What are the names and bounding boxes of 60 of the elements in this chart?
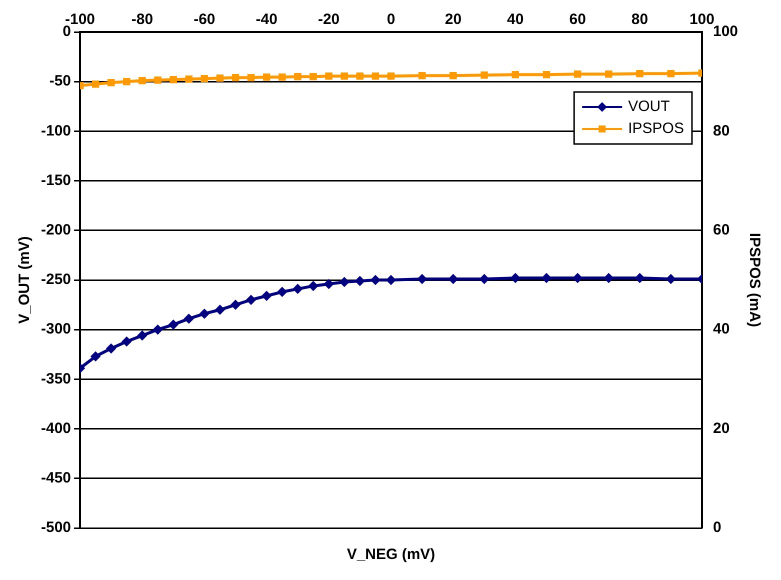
point: [293, 284, 302, 294]
y-tick-label: -350: [40, 370, 72, 388]
point: [573, 274, 582, 283]
point: [278, 287, 287, 296]
x-tick-label: -40: [256, 11, 278, 28]
y-tick-label: -500: [40, 519, 72, 536]
point: [418, 274, 427, 284]
point: [480, 274, 489, 284]
y-axis-title: V_OUT (mV): [16, 236, 34, 324]
x-tick-label: 100: [689, 11, 714, 28]
point: [200, 309, 209, 318]
legend-label: VOUT: [628, 98, 670, 116]
y-tick-label: -300: [40, 320, 72, 338]
point: [262, 291, 272, 300]
y-tick-label: -400: [40, 420, 72, 437]
point: [604, 274, 614, 283]
y-tick-label: -200: [40, 222, 72, 239]
x-tick-label: 0: [386, 11, 396, 28]
y2-tick-label: 0: [712, 519, 722, 536]
point: [448, 274, 458, 284]
point: [510, 274, 520, 283]
y2-tick-label: 60: [712, 222, 730, 239]
point: [324, 279, 334, 288]
point: [386, 276, 396, 284]
point: [122, 337, 132, 346]
point: [340, 277, 349, 286]
x-axis-title: V_NEG (mV): [346, 546, 436, 564]
point: [215, 305, 224, 314]
x-tick-label: -20: [318, 11, 340, 28]
y2-tick-label: 80: [712, 122, 730, 140]
y-tick-label: -450: [40, 470, 72, 487]
point: [168, 320, 178, 330]
y-tick-label: -250: [40, 271, 72, 288]
x-tick-label: 80: [631, 11, 648, 28]
y2-axis-title: IPSPOS (mA): [746, 232, 763, 328]
y2-tick-label: 20: [712, 420, 730, 437]
x-tick-label: 20: [444, 11, 462, 28]
point: [355, 276, 364, 286]
point: [106, 344, 116, 353]
y2-tick-label: 100: [712, 23, 738, 40]
x-tick-label: 60: [569, 11, 586, 28]
point: [153, 325, 162, 334]
point: [231, 300, 240, 310]
point: [184, 314, 194, 324]
point: [308, 281, 318, 290]
y-tick-label: -50: [49, 72, 72, 90]
point: [246, 295, 256, 304]
y-tick-label: -100: [40, 122, 72, 140]
x-tick-label: -60: [194, 11, 216, 28]
point: [138, 331, 147, 340]
y-tick-label: -150: [40, 172, 72, 189]
point: [91, 352, 100, 361]
x-tick-label: -80: [131, 11, 154, 28]
legend-label: IPSPOS: [628, 120, 684, 138]
point: [370, 276, 380, 284]
point: [635, 274, 644, 283]
point: [666, 274, 676, 284]
y-tick-label: 0: [62, 23, 72, 40]
x-tick-label: 40: [507, 11, 524, 28]
y2-tick-label: 40: [712, 320, 730, 338]
